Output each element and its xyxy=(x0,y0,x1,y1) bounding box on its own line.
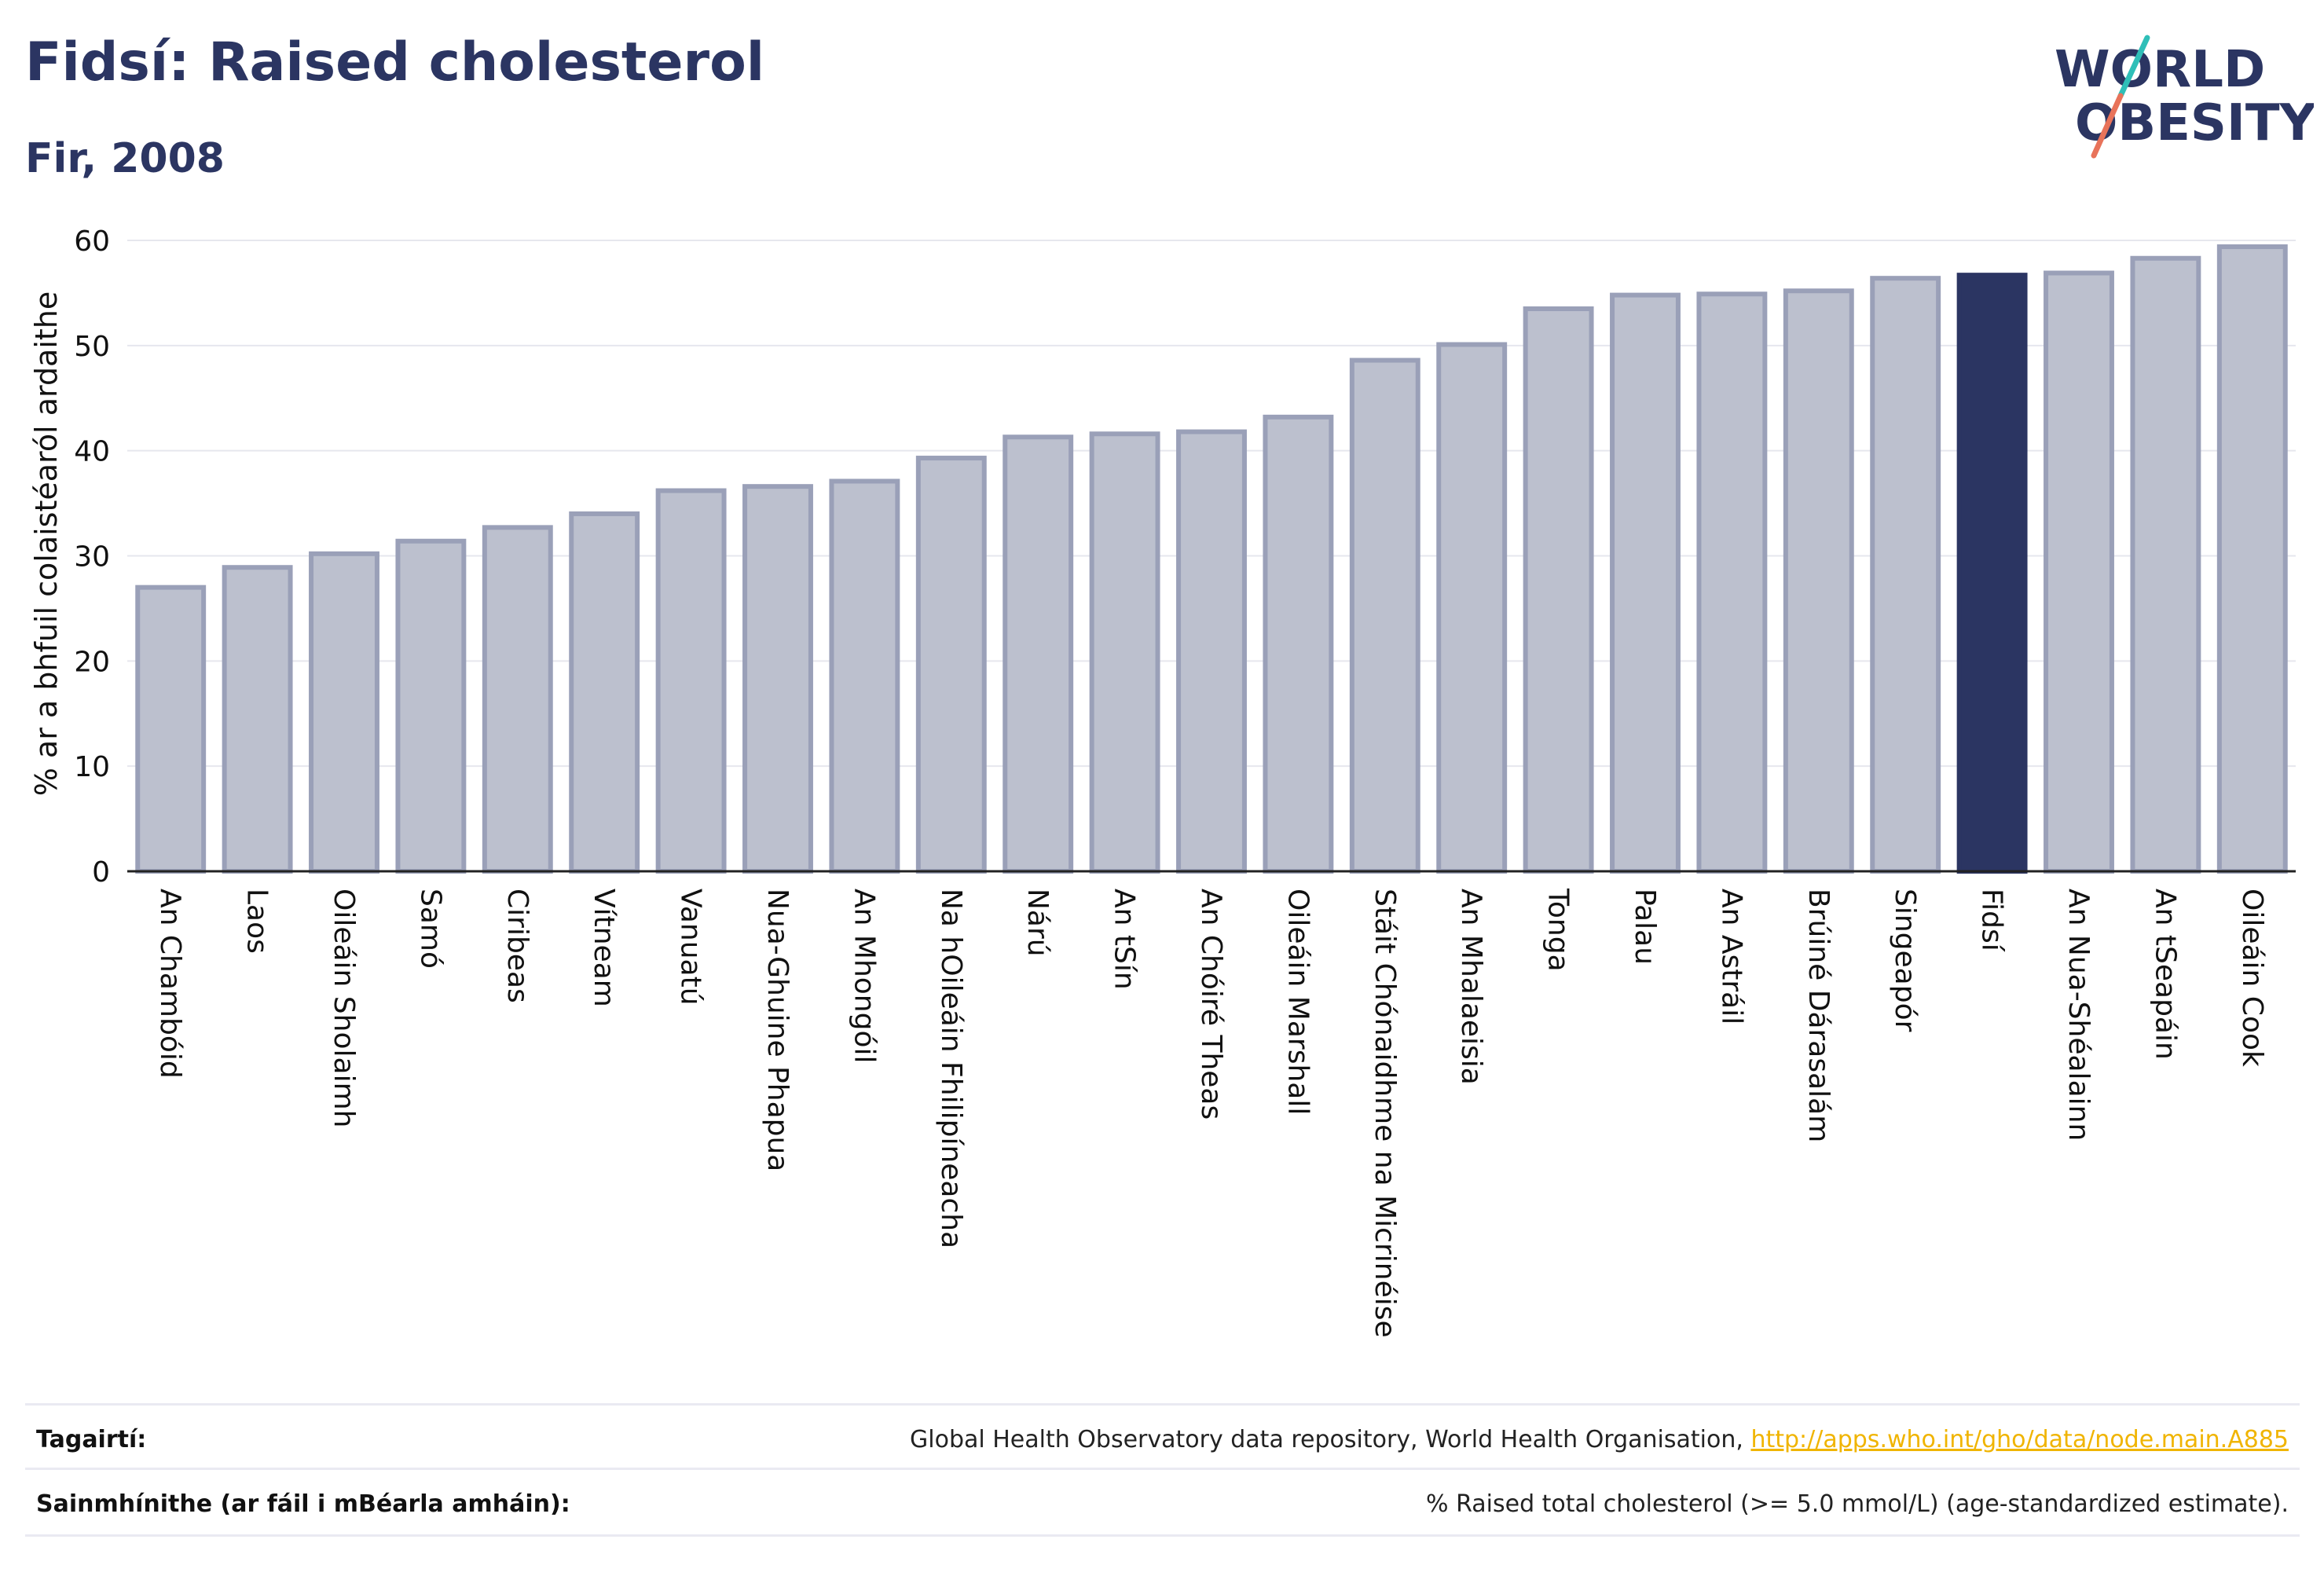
x-tick-label: An Nua-Shéalainn xyxy=(2062,889,2095,1141)
y-tick-label: 0 xyxy=(92,856,110,889)
x-tick-label: Singeapór xyxy=(1889,889,1921,1032)
reference-label: Tagairtí: xyxy=(36,1426,147,1453)
bar[interactable] xyxy=(1436,342,1508,874)
definition-label: Sainmhínithe (ar fáil i mBéarla amháin): xyxy=(36,1490,570,1518)
x-tick-label: Oileáin Cook xyxy=(2236,889,2268,1067)
x-tick-label: An tSín xyxy=(1109,889,1141,990)
x-tick-labels: An Chambóid Laos Oileáin Sholaimh Samó Cirib… xyxy=(154,888,2268,1338)
x-tick-label: Vanuatú xyxy=(675,889,707,1006)
x-tick-label: Palau xyxy=(1629,889,1661,965)
bar[interactable] xyxy=(742,484,813,874)
reference-value: Global Health Observatory data repositor… xyxy=(910,1426,2289,1453)
y-tick-label: 30 xyxy=(74,541,110,574)
bar[interactable] xyxy=(1696,291,1768,874)
bar[interactable] xyxy=(1870,276,1941,874)
x-tick-label: Laos xyxy=(241,889,273,954)
bar[interactable] xyxy=(2044,270,2114,874)
logo-line-1: WORLD xyxy=(2055,41,2265,99)
bar[interactable] xyxy=(2216,244,2288,874)
bar[interactable] xyxy=(1349,357,1420,874)
x-tick-label: Vítneam xyxy=(588,889,620,1007)
bar[interactable] xyxy=(569,511,640,874)
bar[interactable] xyxy=(1003,434,1074,874)
logo-stroke-coral xyxy=(2091,93,2124,159)
logo-stroke-teal xyxy=(2117,35,2150,99)
chart-subtitle: Fir, 2008 xyxy=(25,135,225,182)
x-tick-label: Fidsí xyxy=(1976,889,2008,952)
bar[interactable] xyxy=(135,585,207,874)
x-tick-label: An tSeapáin xyxy=(2149,889,2181,1060)
bar-chart: 0 10 20 30 40 50 60 An Chambóid Laos Oileáin Sho… xyxy=(29,225,2296,1338)
reference-text: Global Health Observatory data repositor… xyxy=(910,1426,1751,1453)
x-tick-label: Tonga xyxy=(1542,888,1574,972)
y-tick-label: 10 xyxy=(74,751,110,783)
x-tick-label: Ciribeas xyxy=(501,889,533,1003)
bar[interactable] xyxy=(829,478,900,874)
x-tick-label: An Chambóid xyxy=(154,889,186,1079)
bar[interactable] xyxy=(222,565,293,874)
bar[interactable] xyxy=(395,538,467,874)
bar[interactable] xyxy=(1089,431,1160,874)
y-axis-label: % ar a bhfuil colaistéaról ardaithe xyxy=(29,291,64,797)
world-obesity-logo: WORLD OBESITY xyxy=(2055,35,2314,159)
bar[interactable] xyxy=(1956,273,2028,874)
chart-title: Fidsí: Raised cholesterol xyxy=(25,31,765,93)
x-tick-label: Stáit Chónaidhme na Micrinéise xyxy=(1369,889,1401,1338)
y-tick-labels: 0 10 20 30 40 50 60 xyxy=(74,225,110,889)
x-tick-label: An Astráil xyxy=(1715,889,1747,1024)
y-tick-label: 60 xyxy=(74,225,110,258)
x-tick-label: Brúiné Dárasalám xyxy=(1802,889,1835,1142)
x-tick-label: An Mhongóil xyxy=(848,889,880,1064)
definition-row: Sainmhínithe (ar fáil i mBéarla amháin):… xyxy=(25,1468,2300,1537)
bar[interactable] xyxy=(1263,414,1334,874)
bar[interactable] xyxy=(1176,429,1247,874)
bar[interactable] xyxy=(2130,255,2201,874)
bar[interactable] xyxy=(1783,288,1854,874)
x-tick-label: Samó xyxy=(414,889,446,969)
bars xyxy=(135,244,2288,874)
bar[interactable] xyxy=(482,525,553,874)
bar[interactable] xyxy=(1610,292,1681,874)
reference-link[interactable]: http://apps.who.int/gho/data/node.main.A… xyxy=(1750,1426,2289,1453)
y-tick-label: 20 xyxy=(74,646,110,678)
x-tick-label: Nua-Ghuine Phapua xyxy=(761,889,794,1171)
bar[interactable] xyxy=(309,551,379,874)
x-tick-label: Oileáin Sholaimh xyxy=(328,889,360,1127)
reference-row: Tagairtí: Global Health Observatory data… xyxy=(25,1403,2300,1470)
bar[interactable] xyxy=(655,488,727,874)
bar[interactable] xyxy=(1523,306,1594,874)
y-tick-label: 50 xyxy=(74,331,110,363)
x-tick-label: Oileáin Marshall xyxy=(1281,889,1314,1115)
x-tick-label: Na hOileáin Fhilipíneacha xyxy=(935,889,967,1248)
y-tick-label: 40 xyxy=(74,436,110,468)
x-tick-label: An Mhalaeisia xyxy=(1455,889,1487,1085)
x-tick-label: Nárú xyxy=(1021,889,1054,957)
bar[interactable] xyxy=(915,456,987,874)
x-tick-label: An Chóiré Theas xyxy=(1195,889,1227,1120)
definition-value: % Raised total cholesterol (>= 5.0 mmol/… xyxy=(1426,1490,2289,1518)
